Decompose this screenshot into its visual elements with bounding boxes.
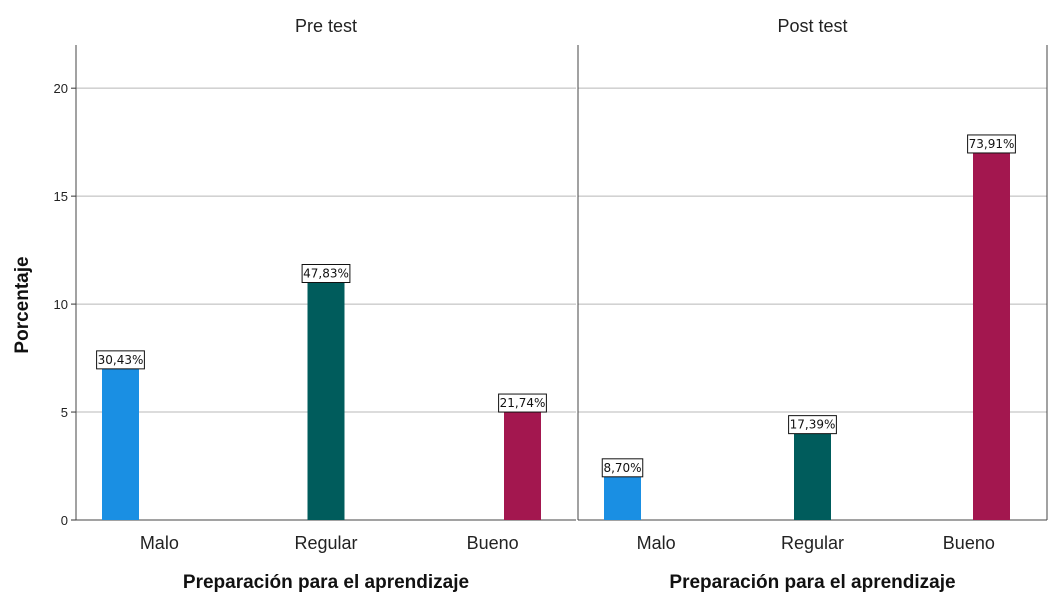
- category-label-1-0: Malo: [637, 533, 676, 553]
- data-label-0-2: 21,74%: [500, 396, 546, 410]
- y-tick-label-2: 10: [54, 297, 68, 312]
- category-label-0-0: Malo: [140, 533, 179, 553]
- y-tick-label-4: 20: [54, 81, 68, 96]
- data-label-1-0: 8,70%: [603, 461, 641, 475]
- data-label-0-1: 47,83%: [303, 267, 349, 281]
- bar-1-1: [794, 434, 831, 520]
- y-tick-label-0: 0: [61, 513, 68, 528]
- x-axis-title-1: Preparación para el aprendizaje: [669, 572, 955, 593]
- category-label-1-2: Bueno: [943, 533, 995, 553]
- panel-title-0: Pre test: [295, 16, 357, 36]
- bar-0-0: [102, 369, 139, 520]
- bar-1-0: [604, 477, 641, 520]
- bar-0-1: [308, 283, 345, 521]
- y-axis-title: Porcentaje: [12, 256, 33, 353]
- bar-1-2: [973, 153, 1010, 520]
- x-axis-title-0: Preparación para el aprendizaje: [183, 572, 469, 593]
- data-label-0-0: 30,43%: [98, 353, 144, 367]
- data-label-1-1: 17,39%: [790, 418, 836, 432]
- bar-0-2: [504, 412, 541, 520]
- y-tick-label-1: 5: [61, 405, 68, 420]
- y-tick-label-3: 15: [54, 189, 68, 204]
- category-label-0-1: Regular: [294, 533, 357, 553]
- data-label-1-2: 73,91%: [969, 137, 1015, 151]
- category-label-1-1: Regular: [781, 533, 844, 553]
- panel-title-1: Post test: [777, 16, 847, 36]
- category-label-0-2: Bueno: [467, 533, 519, 553]
